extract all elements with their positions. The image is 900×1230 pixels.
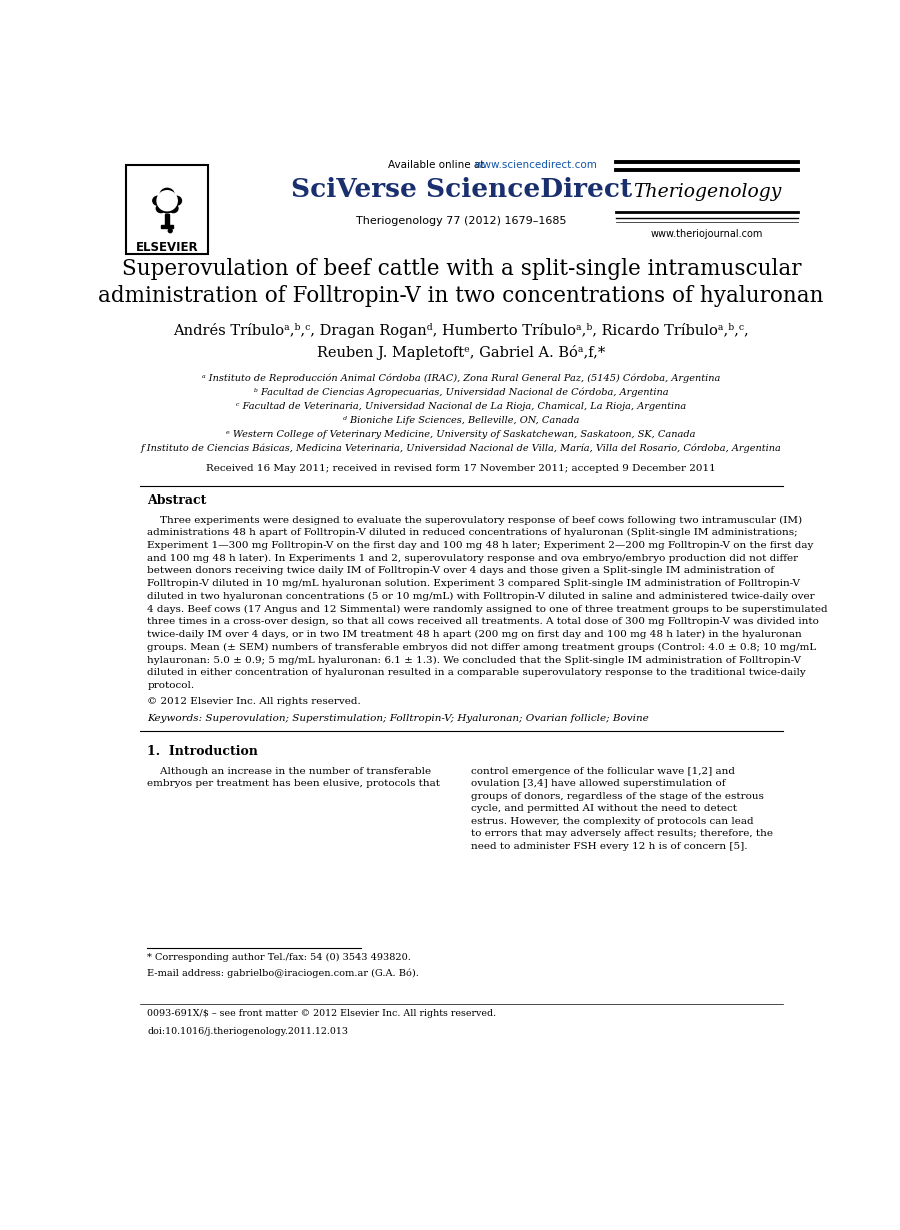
Text: protocol.: protocol. [148,681,194,690]
Text: administrations 48 h apart of Folltropin-V diluted in reduced concentrations of : administrations 48 h apart of Folltropin… [148,529,798,538]
Text: Although an increase in the number of transferable: Although an increase in the number of tr… [148,766,431,776]
Text: Andrés Tríbuloᵃ,ᵇ,ᶜ, Dragan Roganᵈ, Humberto Tríbuloᵃ,ᵇ, Ricardo Tríbuloᵃ,ᵇ,ᶜ,: Andrés Tríbuloᵃ,ᵇ,ᶜ, Dragan Roganᵈ, Humb… [174,323,749,338]
Text: Theriogenology: Theriogenology [633,183,781,202]
Text: between donors receiving twice daily IM of Folltropin-V over 4 days and those gi: between donors receiving twice daily IM … [148,567,775,576]
Text: f Instituto de Ciencias Básicas, Medicina Veterinaria, Universidad Nacional de V: f Instituto de Ciencias Básicas, Medicin… [140,443,782,453]
Bar [161,225,174,228]
Text: and 100 mg 48 h later). In Experiments 1 and 2, superovulatory response and ova : and 100 mg 48 h later). In Experiments 1… [148,554,798,563]
Text: twice-daily IM over 4 days, or in two IM treatment 48 h apart (200 mg on first d: twice-daily IM over 4 days, or in two IM… [148,630,802,640]
Circle shape [158,191,177,210]
Text: 4 days. Beef cows (17 Angus and 12 Simmental) were randomly assigned to one of t: 4 days. Beef cows (17 Angus and 12 Simme… [148,605,828,614]
Text: www.theriojournal.com: www.theriojournal.com [651,229,763,239]
Text: estrus. However, the complexity of protocols can lead: estrus. However, the complexity of proto… [471,817,753,825]
Ellipse shape [162,204,172,213]
Text: Superovulation of beef cattle with a split-single intramuscular: Superovulation of beef cattle with a spl… [122,258,801,280]
Text: three times in a cross-over design, so that all cows received all treatments. A : three times in a cross-over design, so t… [148,617,819,626]
Text: hylauronan: 5.0 ± 0.9; 5 mg/mL hyaluronan: 6.1 ± 1.3). We concluded that the Spl: hylauronan: 5.0 ± 0.9; 5 mg/mL hyalurona… [148,656,801,664]
Ellipse shape [160,188,174,200]
Text: 1.  Introduction: 1. Introduction [148,745,258,758]
Ellipse shape [157,204,166,213]
Text: Reuben J. Mapletoftᵉ, Gabriel A. Bóᵃ,f,*: Reuben J. Mapletoftᵉ, Gabriel A. Bóᵃ,f,* [317,344,606,360]
Text: groups. Mean (± SEM) numbers of transferable embryos did not differ among treatm: groups. Mean (± SEM) numbers of transfer… [148,643,816,652]
Text: need to administer FSH every 12 h is of concern [5].: need to administer FSH every 12 h is of … [471,841,747,850]
Text: www.sciencedirect.com: www.sciencedirect.com [474,160,598,170]
Text: E-mail address: gabrielbo@iraciogen.com.ar (G.A. Bó).: E-mail address: gabrielbo@iraciogen.com.… [148,968,419,978]
Bar [166,214,169,226]
Text: 0093-691X/$ – see front matter © 2012 Elsevier Inc. All rights reserved.: 0093-691X/$ – see front matter © 2012 El… [148,1010,497,1018]
Text: control emergence of the follicular wave [1,2] and: control emergence of the follicular wave… [471,766,734,776]
Text: Theriogenology 77 (2012) 1679–1685: Theriogenology 77 (2012) 1679–1685 [356,215,566,226]
Ellipse shape [171,197,182,205]
Text: ovulation [3,4] have allowed superstimulation of: ovulation [3,4] have allowed superstimul… [471,779,725,788]
Text: SciVerse ScienceDirect: SciVerse ScienceDirect [291,177,632,203]
Text: Received 16 May 2011; received in revised form 17 November 2011; accepted 9 Dece: Received 16 May 2011; received in revise… [206,464,716,474]
Text: ᶜ Facultad de Veterinaria, Universidad Nacional de La Rioja, Chamical, La Rioja,: ᶜ Facultad de Veterinaria, Universidad N… [236,402,687,411]
Text: ᵈ Bioniche Life Sciences, Belleville, ON, Canada: ᵈ Bioniche Life Sciences, Belleville, ON… [343,416,580,424]
Text: ELSEVIER: ELSEVIER [136,241,198,255]
Text: Experiment 1—300 mg Folltropin-V on the first day and 100 mg 48 h later; Experim: Experiment 1—300 mg Folltropin-V on the … [148,541,814,550]
Text: Available online at: Available online at [388,160,487,170]
Text: Three experiments were designed to evaluate the superovulatory response of beef : Three experiments were designed to evalu… [148,515,803,525]
Text: © 2012 Elsevier Inc. All rights reserved.: © 2012 Elsevier Inc. All rights reserved… [148,697,361,706]
Text: Folltropin-V diluted in 10 mg/mL hyaluronan solution. Experiment 3 compared Spli: Folltropin-V diluted in 10 mg/mL hyaluro… [148,579,800,588]
Text: diluted in either concentration of hyaluronan resulted in a comparable superovul: diluted in either concentration of hyalu… [148,668,806,678]
Text: ᵃ Instituto de Reproducción Animal Córdoba (IRAC), Zona Rural General Paz, (5145: ᵃ Instituto de Reproducción Animal Córdo… [202,374,720,384]
Text: doi:10.1016/j.theriogenology.2011.12.013: doi:10.1016/j.theriogenology.2011.12.013 [148,1027,348,1036]
Text: diluted in two hyaluronan concentrations (5 or 10 mg/mL) with Folltropin-V dilut: diluted in two hyaluronan concentrations… [148,592,815,601]
Bar [126,165,208,253]
Text: embryos per treatment has been elusive, protocols that: embryos per treatment has been elusive, … [148,779,440,788]
Ellipse shape [153,197,163,205]
Text: Abstract: Abstract [148,493,207,507]
Text: groups of donors, regardless of the stage of the estrous: groups of donors, regardless of the stag… [471,792,763,801]
Text: cycle, and permitted AI without the need to detect: cycle, and permitted AI without the need… [471,804,736,813]
Text: to errors that may adversely affect results; therefore, the: to errors that may adversely affect resu… [471,829,772,838]
Text: administration of Folltropin-V in two concentrations of hyaluronan: administration of Folltropin-V in two co… [98,285,824,308]
Circle shape [168,229,172,232]
Text: Keywords: Superovulation; Superstimulation; Folltropin-V; Hyaluronan; Ovarian fo: Keywords: Superovulation; Superstimulati… [148,715,649,723]
Text: ᵇ Facultad de Ciencias Agropecuarias, Universidad Nacional de Córdoba, Argentina: ᵇ Facultad de Ciencias Agropecuarias, Un… [254,387,669,397]
Text: ᵉ Western College of Veterinary Medicine, University of Saskatchewan, Saskatoon,: ᵉ Western College of Veterinary Medicine… [227,429,696,439]
Ellipse shape [168,204,178,213]
Text: * Corresponding author Tel./fax: 54 (0) 3543 493820.: * Corresponding author Tel./fax: 54 (0) … [148,953,411,962]
